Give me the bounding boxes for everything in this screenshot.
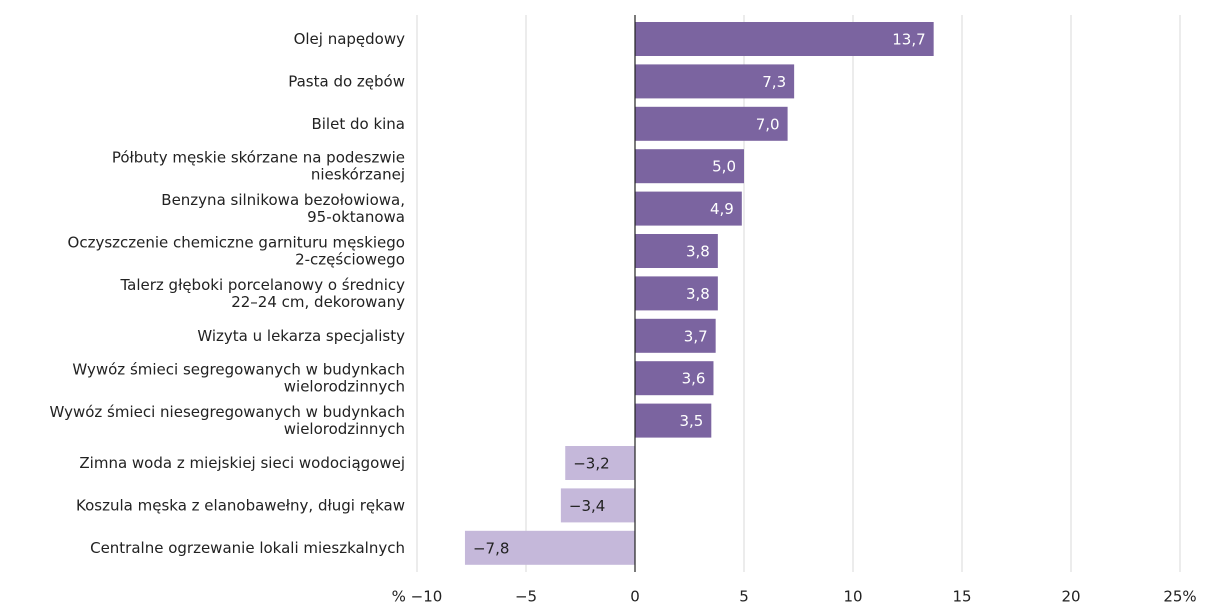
bar: [565, 446, 635, 480]
bar: [635, 106, 788, 141]
category-label: Wizyta u lekarza specjalisty: [197, 326, 405, 344]
x-tick-label: 0: [630, 588, 640, 603]
value-label: 3,7: [684, 327, 708, 345]
bar: [635, 22, 934, 56]
x-tick-label: 10: [843, 588, 862, 603]
bar: [635, 191, 742, 226]
value-label: 5,0: [712, 158, 736, 176]
value-label: 13,7: [892, 31, 925, 49]
category-label: Koszula męska z elanobawełny, długi ręka…: [76, 496, 405, 514]
value-label: −7,8: [473, 539, 509, 557]
category-label: Olej napędowy: [294, 30, 406, 48]
category-label: Bilet do kina: [311, 114, 405, 132]
x-tick-label: −5: [515, 588, 537, 603]
bar: [635, 276, 718, 311]
category-label: Półbuty męskie skórzane na podeszwie nies…: [112, 148, 405, 183]
bar: [635, 64, 795, 99]
value-label: 3,8: [686, 285, 710, 303]
bar: [635, 318, 716, 353]
category-label: Wywóz śmieci segregowanych w budynkach wi…: [72, 360, 405, 395]
value-label: −3,2: [573, 455, 609, 473]
value-label: 3,6: [682, 370, 706, 388]
value-label: 7,0: [756, 115, 780, 133]
value-label: −3,4: [569, 497, 605, 515]
bar: [635, 149, 744, 184]
x-tick-label: 20: [1061, 588, 1080, 603]
bar: [635, 403, 712, 438]
x-tick-label: 5: [739, 588, 749, 603]
category-label: Centralne ogrzewanie lokali mieszkalnych: [90, 538, 405, 556]
value-label: 3,5: [679, 412, 703, 430]
category-label: Pasta do zębów: [288, 72, 405, 90]
x-tick-label: 25%: [1163, 588, 1196, 603]
category-label: Zimna woda z miejskiej sieci wodociągowe…: [79, 454, 405, 472]
bar: [560, 488, 635, 523]
category-label: Wywóz śmieci niesegregowanych w budynkac…: [50, 403, 405, 438]
x-tick-label: 15: [952, 588, 971, 603]
bar: [635, 234, 718, 268]
category-label: Talerz głęboki porcelanowy o średnicy 22–…: [119, 275, 405, 310]
value-label: 4,9: [710, 200, 734, 218]
category-label: Benzyna silnikowa bezołowiowa, 95-oktanow…: [161, 191, 405, 226]
value-label: 7,3: [762, 73, 786, 91]
bar: [635, 361, 714, 396]
value-label: 3,8: [686, 243, 710, 261]
x-tick-label: % −10: [392, 588, 443, 603]
category-label: Oczyszczenie chemiczne garnituru męskieg…: [68, 233, 405, 268]
bar: [464, 530, 635, 565]
